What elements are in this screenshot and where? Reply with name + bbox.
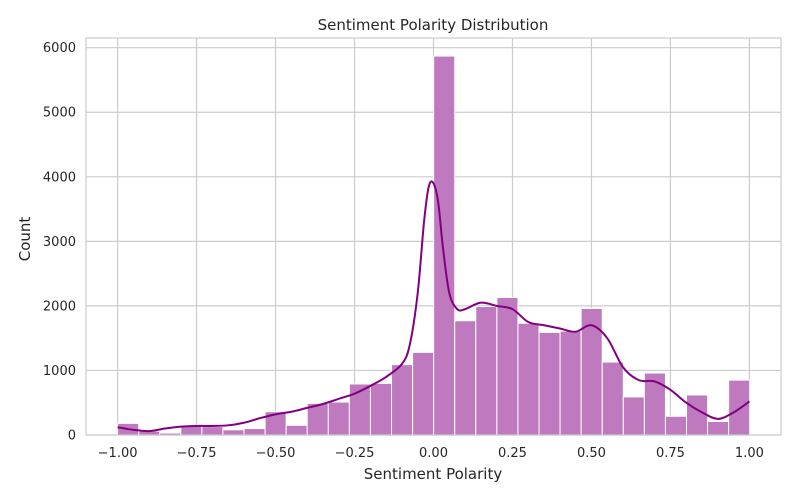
x-tick-label: −1.00	[98, 446, 138, 461]
x-tick-label: −0.50	[256, 446, 296, 461]
histogram-bar	[327, 401, 350, 436]
x-tick-label: 0.75	[656, 446, 685, 461]
x-tick-label: 1.00	[735, 446, 764, 461]
kde-line	[117, 180, 750, 433]
histogram-bar	[475, 306, 498, 436]
histogram-bar	[496, 297, 519, 436]
x-axis-label: Sentiment Polarity	[364, 465, 503, 483]
y-tick-label: 6000	[43, 41, 76, 56]
x-tick-label: −0.25	[335, 446, 375, 461]
y-tick-label: 2000	[43, 299, 76, 314]
histogram-bar	[285, 424, 308, 436]
histogram-bar	[538, 331, 561, 436]
x-tick-label: 0.50	[577, 446, 606, 461]
x-tick-labels: −1.00 −0.75 −0.50 −0.25 0.00 0.25 0.50 0.75 1.00	[98, 446, 764, 461]
histogram-bar	[243, 428, 266, 436]
y-tick-label: 1000	[43, 364, 76, 379]
x-tick-label: 0.00	[419, 446, 448, 461]
y-tick-label: 0	[68, 429, 76, 444]
y-tick-label: 4000	[43, 170, 76, 185]
histogram-bar	[559, 330, 582, 436]
histogram-bar	[664, 415, 688, 436]
histogram-bar	[517, 322, 540, 436]
chart-title: Sentiment Polarity Distribution	[318, 16, 549, 34]
histogram-bar	[391, 364, 414, 436]
histogram-bar	[412, 351, 435, 436]
y-axis-label: Count	[16, 217, 34, 262]
histogram-bars	[117, 55, 751, 436]
histogram-bar	[369, 382, 393, 436]
histogram-bar	[201, 426, 224, 436]
histogram-bar	[433, 55, 456, 436]
x-tick-label: −0.75	[177, 446, 217, 461]
histogram-bar	[601, 361, 624, 436]
histogram-bar	[454, 320, 477, 436]
x-tick-label: 0.25	[498, 446, 527, 461]
y-tick-label: 5000	[43, 106, 76, 121]
y-tick-labels: 0 1000 2000 3000 4000 5000 6000	[43, 41, 76, 443]
histogram-bar	[622, 396, 645, 436]
histogram-bar	[728, 379, 751, 436]
histogram-bar	[707, 420, 730, 436]
plot-frame	[85, 37, 782, 436]
y-tick-label: 3000	[43, 235, 76, 250]
histogram-bar	[686, 394, 709, 436]
histogram-bar	[222, 429, 245, 436]
